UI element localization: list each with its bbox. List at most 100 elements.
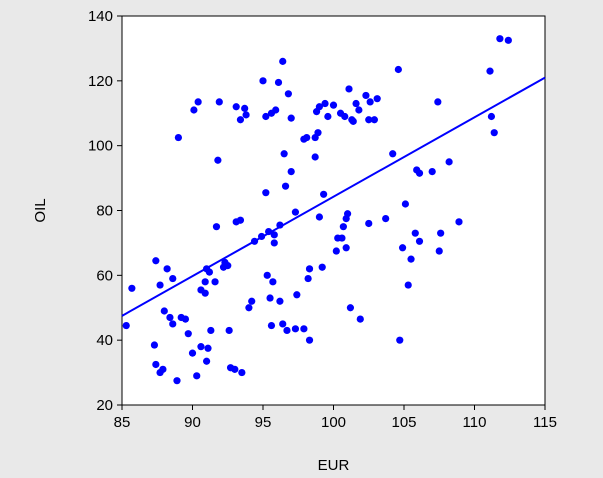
data-point	[262, 112, 270, 121]
data-point	[291, 208, 300, 216]
data-point	[166, 313, 174, 322]
data-point	[487, 112, 496, 121]
data-point	[279, 320, 287, 328]
data-point	[305, 336, 314, 344]
data-point	[250, 237, 259, 245]
data-point	[339, 223, 347, 231]
data-point	[193, 372, 201, 380]
data-point	[281, 182, 290, 190]
data-point	[241, 104, 249, 112]
data-point	[265, 227, 273, 236]
x-tick-label: 90	[184, 414, 201, 431]
data-point	[394, 65, 402, 74]
x-tick-label: 95	[255, 414, 272, 431]
x-tick-label: 100	[321, 414, 346, 431]
data-point	[287, 168, 295, 176]
data-point	[434, 98, 442, 106]
data-point	[204, 344, 212, 352]
data-point	[159, 365, 167, 373]
y-tick-label: 80	[96, 203, 113, 220]
data-point	[215, 98, 223, 106]
data-point	[293, 291, 301, 299]
data-point	[276, 221, 284, 229]
data-point	[248, 297, 256, 305]
regression-line	[121, 76, 546, 317]
data-point	[214, 156, 222, 164]
data-point	[274, 78, 283, 87]
data-point	[445, 158, 453, 166]
data-point	[163, 265, 171, 273]
y-axis-label: OIL	[32, 198, 49, 222]
data-point	[304, 274, 312, 283]
data-point	[201, 278, 209, 286]
data-point	[338, 234, 346, 242]
data-point	[245, 304, 253, 312]
data-point	[389, 150, 397, 158]
data-point	[407, 255, 415, 263]
data-point	[203, 357, 211, 365]
y-tick-label: 20	[96, 397, 113, 414]
data-point	[272, 106, 280, 114]
data-point	[411, 229, 419, 237]
data-point	[259, 77, 267, 85]
data-point	[314, 129, 322, 137]
axis-ticks: 85 90 95 100 105 110 115 20 40 60 80 100 120 140	[88, 8, 557, 431]
data-point	[435, 247, 443, 255]
data-point	[205, 268, 214, 276]
data-point	[197, 343, 205, 351]
data-point	[342, 244, 350, 252]
y-tick-label: 120	[88, 73, 113, 90]
data-point	[224, 262, 232, 270]
x-tick-label: 105	[391, 414, 416, 431]
data-point	[352, 99, 360, 108]
data-point	[415, 169, 424, 177]
data-point	[257, 232, 266, 241]
data-point	[184, 330, 192, 338]
data-point	[173, 377, 181, 385]
data-point	[365, 116, 373, 124]
x-tick-label: 115	[533, 414, 557, 431]
data-point	[356, 315, 364, 323]
data-point	[211, 278, 219, 286]
data-point	[194, 98, 202, 106]
data-point	[181, 315, 190, 323]
data-point	[311, 153, 319, 161]
data-point	[266, 294, 274, 302]
data-point	[321, 99, 329, 108]
data-point	[291, 325, 300, 333]
x-tick-label: 110	[463, 414, 487, 431]
data-point	[225, 326, 233, 335]
data-point	[276, 297, 284, 305]
data-point	[486, 67, 494, 75]
data-point	[263, 271, 271, 279]
data-point	[496, 35, 504, 43]
data-point	[437, 229, 445, 237]
data-point	[404, 281, 412, 289]
data-point	[332, 247, 340, 255]
x-axis-label: EUR	[318, 457, 350, 474]
data-point	[269, 278, 277, 286]
data-point	[398, 244, 407, 252]
data-point	[152, 257, 160, 265]
plot-area	[121, 15, 546, 406]
data-point	[324, 112, 332, 121]
data-point	[345, 85, 353, 93]
data-point	[156, 281, 164, 289]
data-point	[287, 114, 295, 122]
data-point	[303, 133, 311, 142]
data-point	[382, 215, 390, 223]
data-point	[122, 321, 130, 330]
data-point	[160, 307, 168, 315]
data-point	[428, 168, 436, 176]
data-point	[190, 106, 198, 114]
data-point	[362, 91, 370, 100]
data-point	[231, 365, 239, 373]
data-point	[236, 116, 245, 124]
data-point	[262, 189, 270, 197]
data-point	[318, 263, 326, 271]
data-point	[236, 216, 245, 224]
data-point	[455, 218, 463, 226]
data-point	[401, 200, 410, 208]
data-point	[365, 219, 373, 228]
